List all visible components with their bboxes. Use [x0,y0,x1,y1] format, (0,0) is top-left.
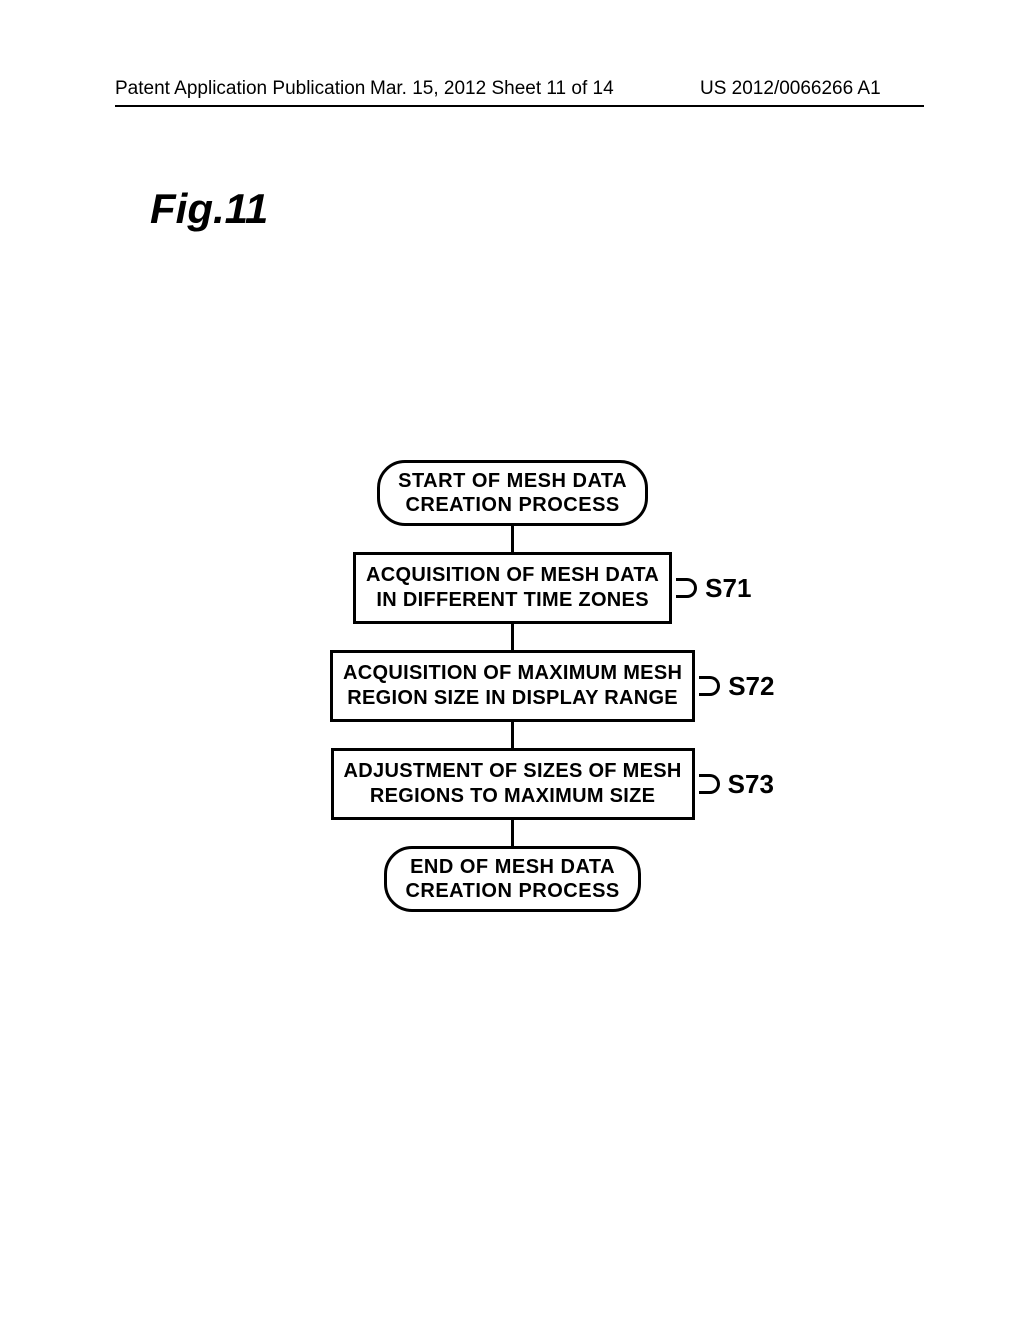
step-label-2: S72 [699,671,774,702]
flowchart-end: END OF MESH DATA CREATION PROCESS [384,846,640,912]
figure-label: Fig.11 [150,185,268,233]
header-right-text: US 2012/0066266 A1 [700,78,881,100]
step3-line1: ADJUSTMENT OF SIZES OF MESH [344,759,682,784]
connector [511,526,514,552]
connector [511,722,514,748]
process-step-1: ACQUISITION OF MESH DATA IN DIFFERENT TI… [353,552,672,624]
step2-line1: ACQUISITION OF MAXIMUM MESH [343,661,682,686]
header-center-text: Mar. 15, 2012 Sheet 11 of 14 [370,78,614,100]
flowchart: START OF MESH DATA CREATION PROCESS ACQU… [330,460,695,912]
step3-line2: REGIONS TO MAXIMUM SIZE [344,784,682,809]
step-wrapper: ADJUSTMENT OF SIZES OF MESH REGIONS TO M… [331,748,695,820]
step-wrapper: ACQUISITION OF MAXIMUM MESH REGION SIZE … [330,650,695,722]
step-label-3: S73 [699,769,774,800]
step2-line2: REGION SIZE IN DISPLAY RANGE [343,686,682,711]
connector [511,820,514,846]
step1-line2: IN DIFFERENT TIME ZONES [366,588,659,613]
end-line1: END OF MESH DATA [405,855,619,879]
process-step-2: ACQUISITION OF MAXIMUM MESH REGION SIZE … [330,650,695,722]
connector [511,624,514,650]
step1-line1: ACQUISITION OF MESH DATA [366,563,659,588]
step-label-1: S71 [676,573,751,604]
header-divider [115,105,924,107]
flowchart-start: START OF MESH DATA CREATION PROCESS [377,460,648,526]
start-line1: START OF MESH DATA [398,469,627,493]
step-wrapper: ACQUISITION OF MESH DATA IN DIFFERENT TI… [353,552,672,624]
process-step-3: ADJUSTMENT OF SIZES OF MESH REGIONS TO M… [331,748,695,820]
header-left-text: Patent Application Publication [115,78,365,100]
start-line2: CREATION PROCESS [398,493,627,517]
end-line2: CREATION PROCESS [405,879,619,903]
